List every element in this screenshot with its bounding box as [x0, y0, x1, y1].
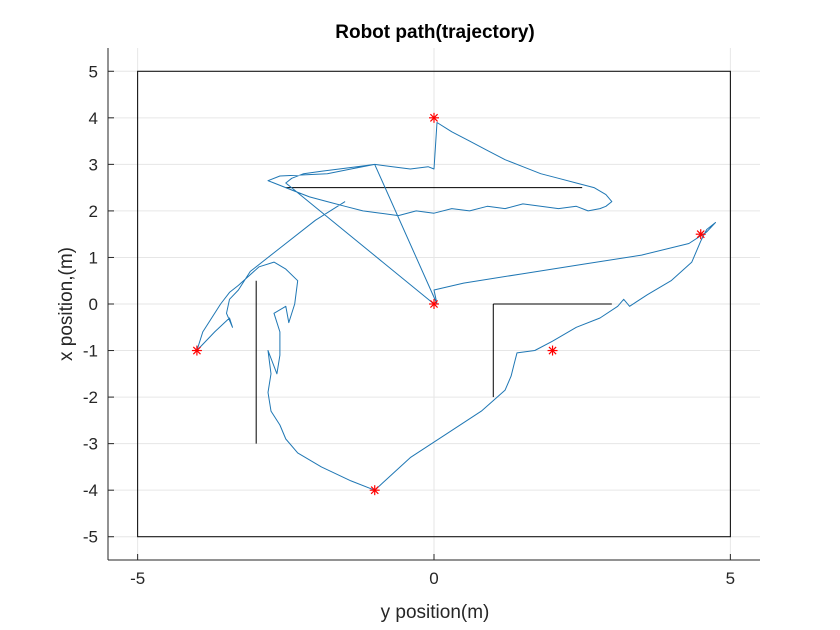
y-tick-label: -3	[83, 435, 98, 454]
y-tick-label: 2	[89, 202, 98, 221]
waypoint-marker	[191, 345, 202, 356]
y-tick-label: -5	[83, 528, 98, 547]
waypoint-marker-stroke	[696, 230, 705, 239]
y-tick-label: 1	[89, 248, 98, 267]
waypoint-marker-stroke	[429, 299, 439, 309]
waypoint-marker	[695, 229, 706, 240]
waypoint-marker	[429, 112, 439, 123]
x-tick-label: -5	[130, 569, 145, 588]
trajectory-line	[196, 122, 716, 491]
x-tick-label: 5	[726, 569, 735, 588]
waypoint-marker	[429, 299, 439, 309]
waypoint-marker	[369, 485, 380, 496]
waypoints-layer	[191, 112, 706, 496]
waypoint-marker-stroke	[192, 346, 201, 355]
y-tick-label: -4	[83, 481, 98, 500]
y-tick-label: 4	[89, 109, 98, 128]
waypoint-marker	[547, 345, 558, 356]
chart-title: Robot path(trajectory)	[335, 22, 535, 43]
waypoint-marker-stroke	[370, 486, 379, 495]
x-axis-label: y position(m)	[381, 602, 490, 623]
y-axis-label: x position,(m)	[56, 247, 77, 361]
walls-layer	[137, 70, 731, 538]
path-layer	[196, 122, 716, 491]
x-tick-label: 0	[429, 569, 438, 588]
y-tick-label: -1	[83, 342, 98, 361]
y-tick-label: 3	[89, 155, 98, 174]
boundary-rectangle	[137, 70, 731, 538]
waypoint-marker-stroke	[548, 346, 557, 355]
y-tick-label: 5	[89, 62, 98, 81]
waypoint-marker-stroke	[429, 113, 439, 122]
y-tick-label: -2	[83, 388, 98, 407]
y-tick-label: 0	[89, 295, 98, 314]
ticks-layer: -5 0 5 5 4 3 2 1 0 -1 -2 -3 -4 -5	[83, 62, 735, 588]
